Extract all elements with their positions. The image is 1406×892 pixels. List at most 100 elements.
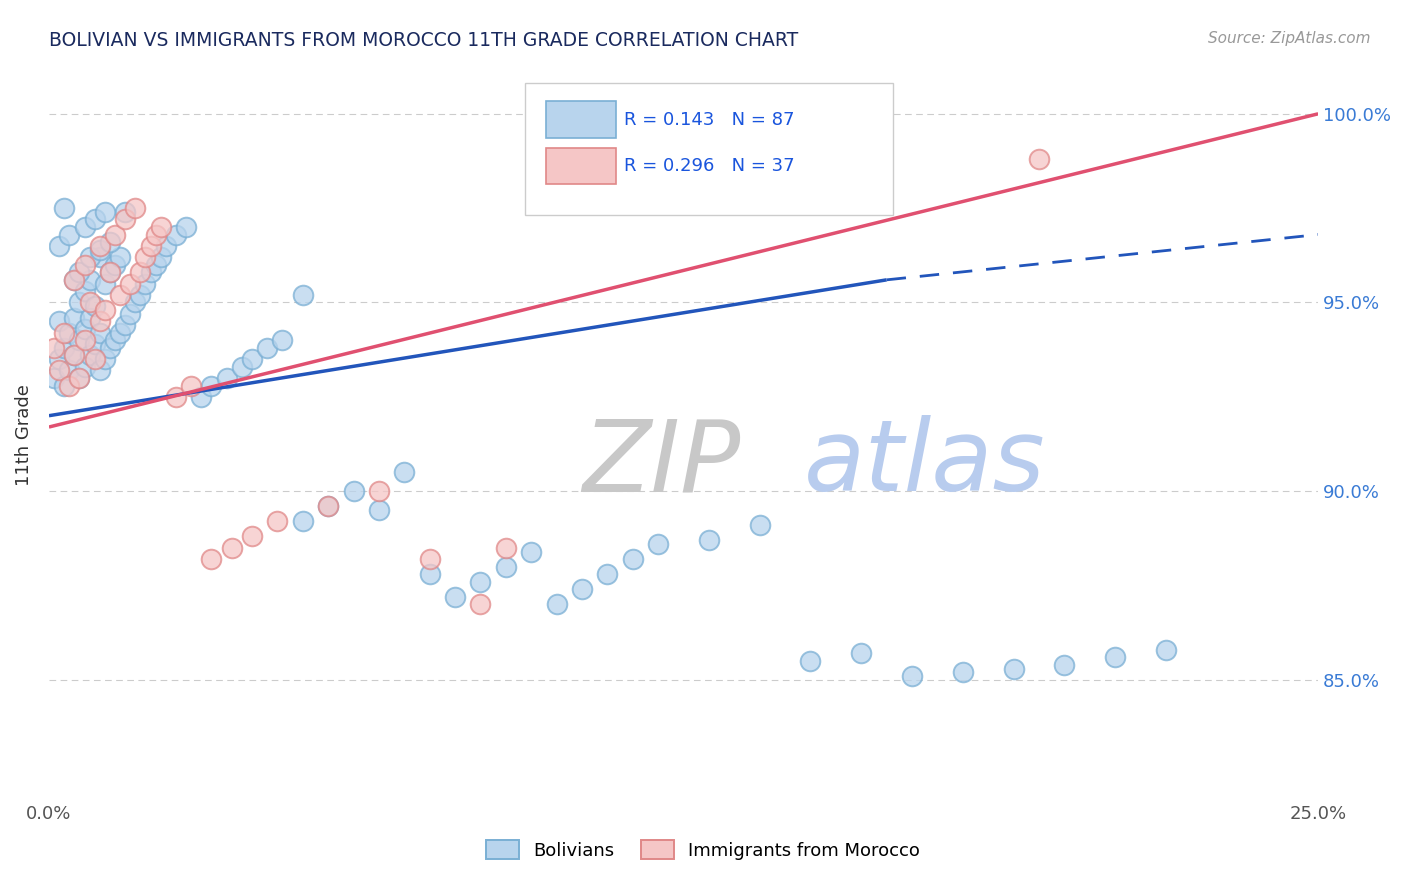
Point <box>444 590 467 604</box>
Legend: Bolivians, Immigrants from Morocco: Bolivians, Immigrants from Morocco <box>479 833 927 867</box>
Point <box>58 363 80 377</box>
Point <box>271 333 294 347</box>
Point <box>42 341 65 355</box>
Point <box>851 647 873 661</box>
Point <box>1028 152 1050 166</box>
Point <box>120 307 142 321</box>
FancyBboxPatch shape <box>547 102 616 138</box>
Point <box>79 348 101 362</box>
Text: BOLIVIAN VS IMMIGRANTS FROM MOROCCO 11TH GRADE CORRELATION CHART: BOLIVIAN VS IMMIGRANTS FROM MOROCCO 11TH… <box>49 31 799 50</box>
Point <box>73 359 96 374</box>
Point <box>621 552 644 566</box>
Point <box>104 258 127 272</box>
Point <box>83 299 105 313</box>
Point <box>200 552 222 566</box>
Text: R = 0.296   N = 37: R = 0.296 N = 37 <box>624 157 794 175</box>
Point <box>104 333 127 347</box>
Point <box>139 265 162 279</box>
Point <box>63 310 86 325</box>
Point <box>114 205 136 219</box>
Point <box>215 371 238 385</box>
Point <box>94 352 117 367</box>
Point <box>79 250 101 264</box>
Point <box>120 277 142 291</box>
Point <box>748 518 770 533</box>
Point <box>89 326 111 340</box>
Point <box>53 201 76 215</box>
FancyBboxPatch shape <box>547 147 616 184</box>
Point <box>67 295 90 310</box>
Point <box>73 333 96 347</box>
Point <box>190 390 212 404</box>
Point <box>53 341 76 355</box>
Point <box>149 220 172 235</box>
Point <box>134 277 156 291</box>
Point <box>129 265 152 279</box>
Point <box>83 352 105 367</box>
Point <box>94 205 117 219</box>
Point <box>79 310 101 325</box>
Point <box>368 484 391 499</box>
Point <box>79 295 101 310</box>
Point <box>174 220 197 235</box>
Point <box>48 363 70 377</box>
Text: atlas: atlas <box>804 416 1046 512</box>
Point <box>67 371 90 385</box>
Point <box>89 243 111 257</box>
Point <box>368 503 391 517</box>
Point <box>67 333 90 347</box>
Point <box>520 544 543 558</box>
Point <box>53 378 76 392</box>
Point <box>48 314 70 328</box>
Point <box>58 378 80 392</box>
Point <box>952 665 974 680</box>
Point <box>73 258 96 272</box>
Point <box>94 277 117 291</box>
Point <box>129 288 152 302</box>
Point <box>124 295 146 310</box>
Point <box>134 250 156 264</box>
Point <box>470 598 492 612</box>
Point <box>48 239 70 253</box>
Point <box>98 265 121 279</box>
Point <box>165 390 187 404</box>
Point <box>108 326 131 340</box>
Point <box>231 359 253 374</box>
Point <box>200 378 222 392</box>
Point <box>149 250 172 264</box>
Point <box>89 363 111 377</box>
Point <box>596 567 619 582</box>
Point <box>124 201 146 215</box>
Point <box>495 541 517 555</box>
Point <box>647 537 669 551</box>
Point <box>114 318 136 332</box>
Point <box>316 500 339 514</box>
Point <box>73 322 96 336</box>
FancyBboxPatch shape <box>524 83 893 215</box>
Text: ZIP: ZIP <box>582 416 741 512</box>
Point <box>419 552 441 566</box>
Point <box>316 500 339 514</box>
Point <box>165 227 187 242</box>
Point <box>1154 642 1177 657</box>
Point <box>1104 650 1126 665</box>
Point <box>58 227 80 242</box>
Point <box>98 235 121 249</box>
Point <box>83 337 105 351</box>
Point <box>89 314 111 328</box>
Point <box>394 465 416 479</box>
Point <box>256 341 278 355</box>
Point <box>145 258 167 272</box>
Point <box>83 212 105 227</box>
Point <box>108 250 131 264</box>
Point <box>104 227 127 242</box>
Point <box>291 288 314 302</box>
Point <box>63 273 86 287</box>
Point <box>180 378 202 392</box>
Point <box>67 371 90 385</box>
Text: Source: ZipAtlas.com: Source: ZipAtlas.com <box>1208 31 1371 46</box>
Point <box>470 574 492 589</box>
Point <box>901 669 924 683</box>
Point <box>98 341 121 355</box>
Point <box>73 220 96 235</box>
